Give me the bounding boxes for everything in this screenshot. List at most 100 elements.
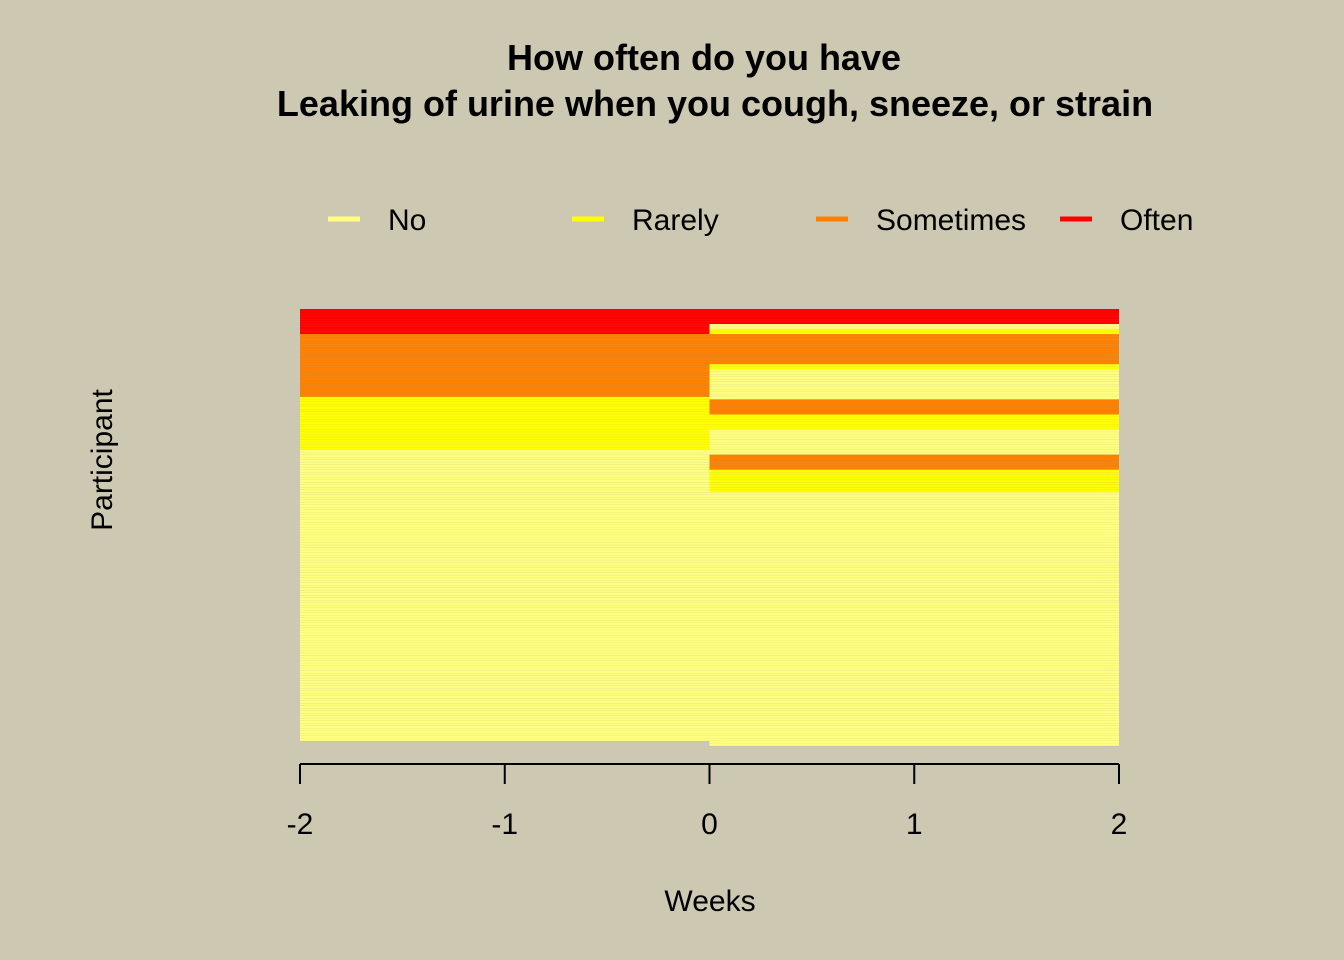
heat-row-before-93 [300, 540, 710, 543]
heat-row-after-71 [709, 484, 1119, 488]
heat-row-before-85 [300, 519, 710, 523]
heat-row-after-50 [709, 432, 1119, 435]
heat-row-before-156 [300, 698, 710, 701]
heat-row-before-54 [300, 442, 710, 445]
y-axis-label: Participant [86, 388, 119, 530]
heat-row-after-102 [709, 562, 1119, 566]
heat-row-after-93 [709, 540, 1119, 543]
heat-row-before-14 [300, 341, 710, 345]
heat-row-before-154 [300, 693, 710, 696]
heat-row-before-153 [300, 690, 710, 694]
heat-row-after-143 [709, 665, 1119, 669]
heat-row-after-152 [709, 688, 1119, 691]
heat-row-before-79 [300, 504, 710, 508]
heat-row-before-80 [300, 507, 710, 510]
heat-row-after-46 [709, 422, 1119, 425]
heat-row-before-138 [300, 653, 710, 656]
heat-row-before-68 [300, 477, 710, 480]
heat-row-after-67 [709, 474, 1119, 478]
heat-row-before-132 [300, 638, 710, 641]
heat-row-before-28 [300, 376, 710, 380]
heat-row-after-17 [709, 349, 1119, 352]
heat-row-after-116 [709, 597, 1119, 601]
x-tick-label: 1 [906, 808, 923, 841]
heat-row-after-120 [709, 607, 1119, 611]
heat-row-before-82 [300, 512, 710, 515]
heat-row-before-88 [300, 527, 710, 531]
heat-row-after-25 [709, 369, 1119, 372]
heat-row-before-171 [300, 735, 710, 739]
heat-row-before-23 [300, 364, 710, 367]
heat-row-after-78 [709, 502, 1119, 505]
heat-row-before-57 [300, 449, 710, 453]
heat-row-before-170 [300, 733, 710, 736]
heat-row-before-41 [300, 409, 710, 412]
heat-row-after-52 [709, 437, 1119, 440]
heat-row-after-101 [709, 560, 1119, 563]
heat-row-after-104 [709, 567, 1119, 571]
heat-row-before-45 [300, 419, 710, 423]
heat-row-before-73 [300, 489, 710, 493]
heat-row-before-107 [300, 575, 710, 578]
heat-row-after-45 [709, 419, 1119, 423]
heat-row-after-15 [709, 344, 1119, 347]
heat-row-after-4 [709, 316, 1119, 320]
heat-row-after-63 [709, 464, 1119, 468]
heat-row-after-107 [709, 575, 1119, 578]
heat-row-after-54 [709, 442, 1119, 445]
heat-row-after-170 [709, 733, 1119, 736]
heat-row-after-66 [709, 472, 1119, 475]
heat-row-before-49 [300, 429, 710, 433]
heat-row-after-83 [709, 514, 1119, 518]
heat-row-before-136 [300, 648, 710, 651]
x-tick-label: 2 [1111, 808, 1128, 841]
heat-row-before-37 [300, 399, 710, 402]
heat-row-after-86 [709, 522, 1119, 525]
heat-row-before-133 [300, 640, 710, 644]
heat-row-after-84 [709, 517, 1119, 520]
heat-row-after-173 [709, 741, 1119, 744]
heat-row-before-145 [300, 670, 710, 674]
heat-row-after-96 [709, 547, 1119, 551]
heat-row-before-139 [300, 655, 710, 659]
heat-row-before-146 [300, 673, 710, 676]
heat-row-before-61 [300, 459, 710, 463]
legend: No Rarely Sometimes Often [328, 204, 1193, 237]
x-tick-label: -2 [287, 808, 314, 841]
heat-row-before-35 [300, 394, 710, 397]
heat-row-after-58 [709, 452, 1119, 455]
heat-row-before-172 [300, 738, 710, 741]
heat-row-after-53 [709, 439, 1119, 443]
heat-row-after-172 [709, 738, 1119, 741]
heat-row-after-34 [709, 391, 1119, 395]
heat-row-after-16 [709, 346, 1119, 350]
heat-row-before-104 [300, 567, 710, 571]
heat-row-before-75 [300, 494, 710, 498]
heat-row-after-38 [709, 401, 1119, 405]
heat-row-before-1 [300, 309, 710, 312]
heat-row-before-77 [300, 499, 710, 503]
heat-row-before-113 [300, 590, 710, 593]
heat-row-after-44 [709, 417, 1119, 420]
heat-row-before-106 [300, 572, 710, 576]
heat-row-before-2 [300, 311, 710, 315]
heat-row-before-105 [300, 570, 710, 573]
heat-row-before-117 [300, 600, 710, 603]
heat-row-after-55 [709, 444, 1119, 448]
heat-row-after-30 [709, 381, 1119, 385]
heat-row-before-102 [300, 562, 710, 566]
heat-row-after-128 [709, 627, 1119, 631]
heat-row-after-21 [709, 359, 1119, 362]
heat-row-before-39 [300, 404, 710, 407]
heat-row-after-131 [709, 635, 1119, 639]
heat-row-before-84 [300, 517, 710, 520]
heat-row-before-109 [300, 580, 710, 583]
heat-row-after-32 [709, 386, 1119, 390]
heat-row-before-164 [300, 718, 710, 721]
heat-row-after-153 [709, 690, 1119, 694]
heat-row-before-21 [300, 359, 710, 362]
legend-label-often: Often [1120, 204, 1193, 237]
heat-row-after-33 [709, 389, 1119, 392]
heat-row-after-148 [709, 678, 1119, 681]
heat-row-before-50 [300, 432, 710, 435]
